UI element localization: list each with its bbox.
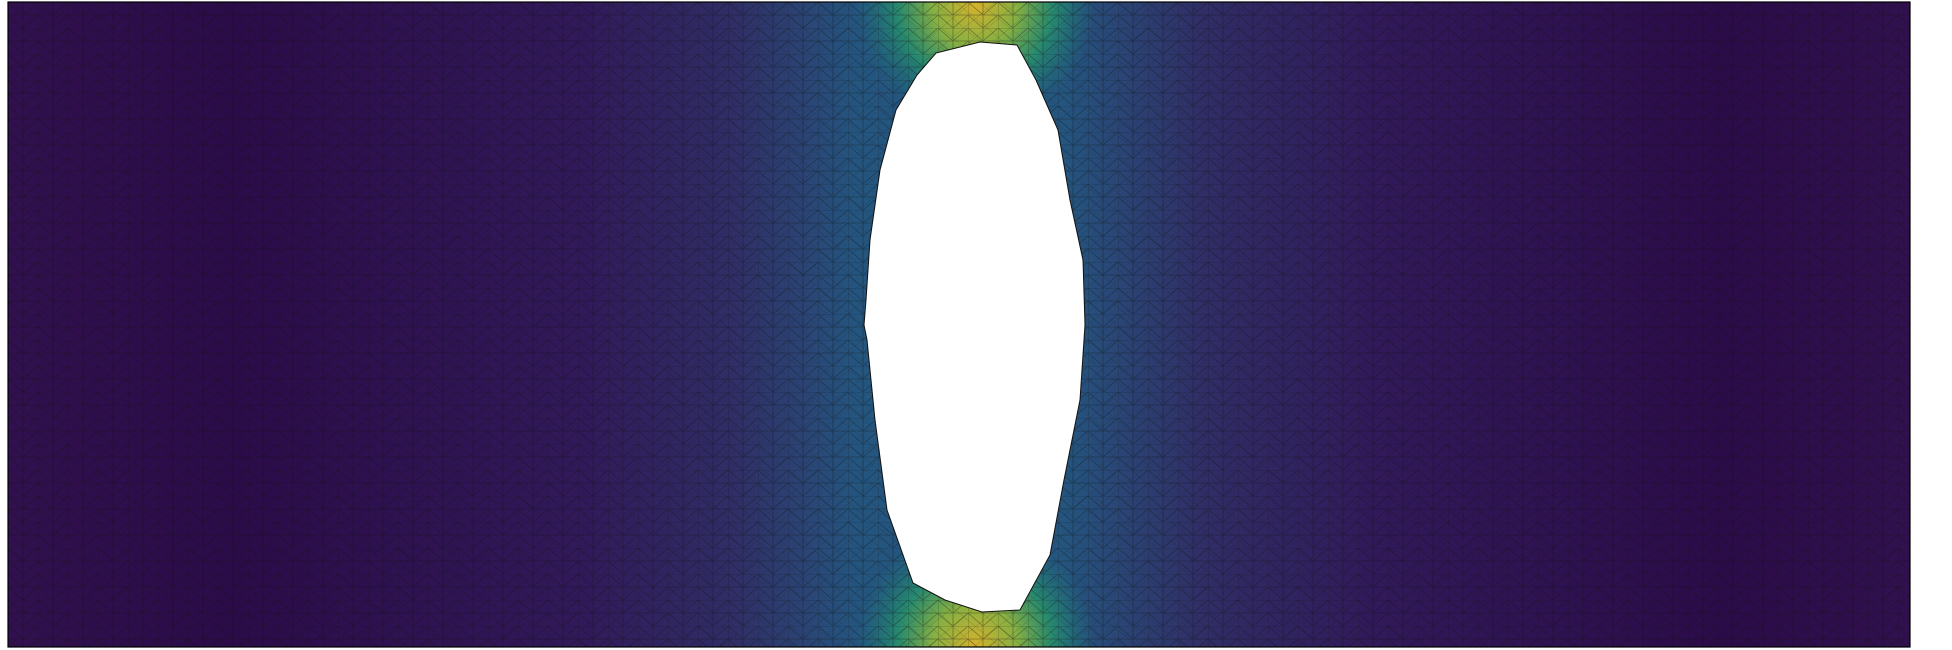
elliptical-hole — [863, 41, 1086, 613]
plate-outline — [7, 1, 1911, 648]
